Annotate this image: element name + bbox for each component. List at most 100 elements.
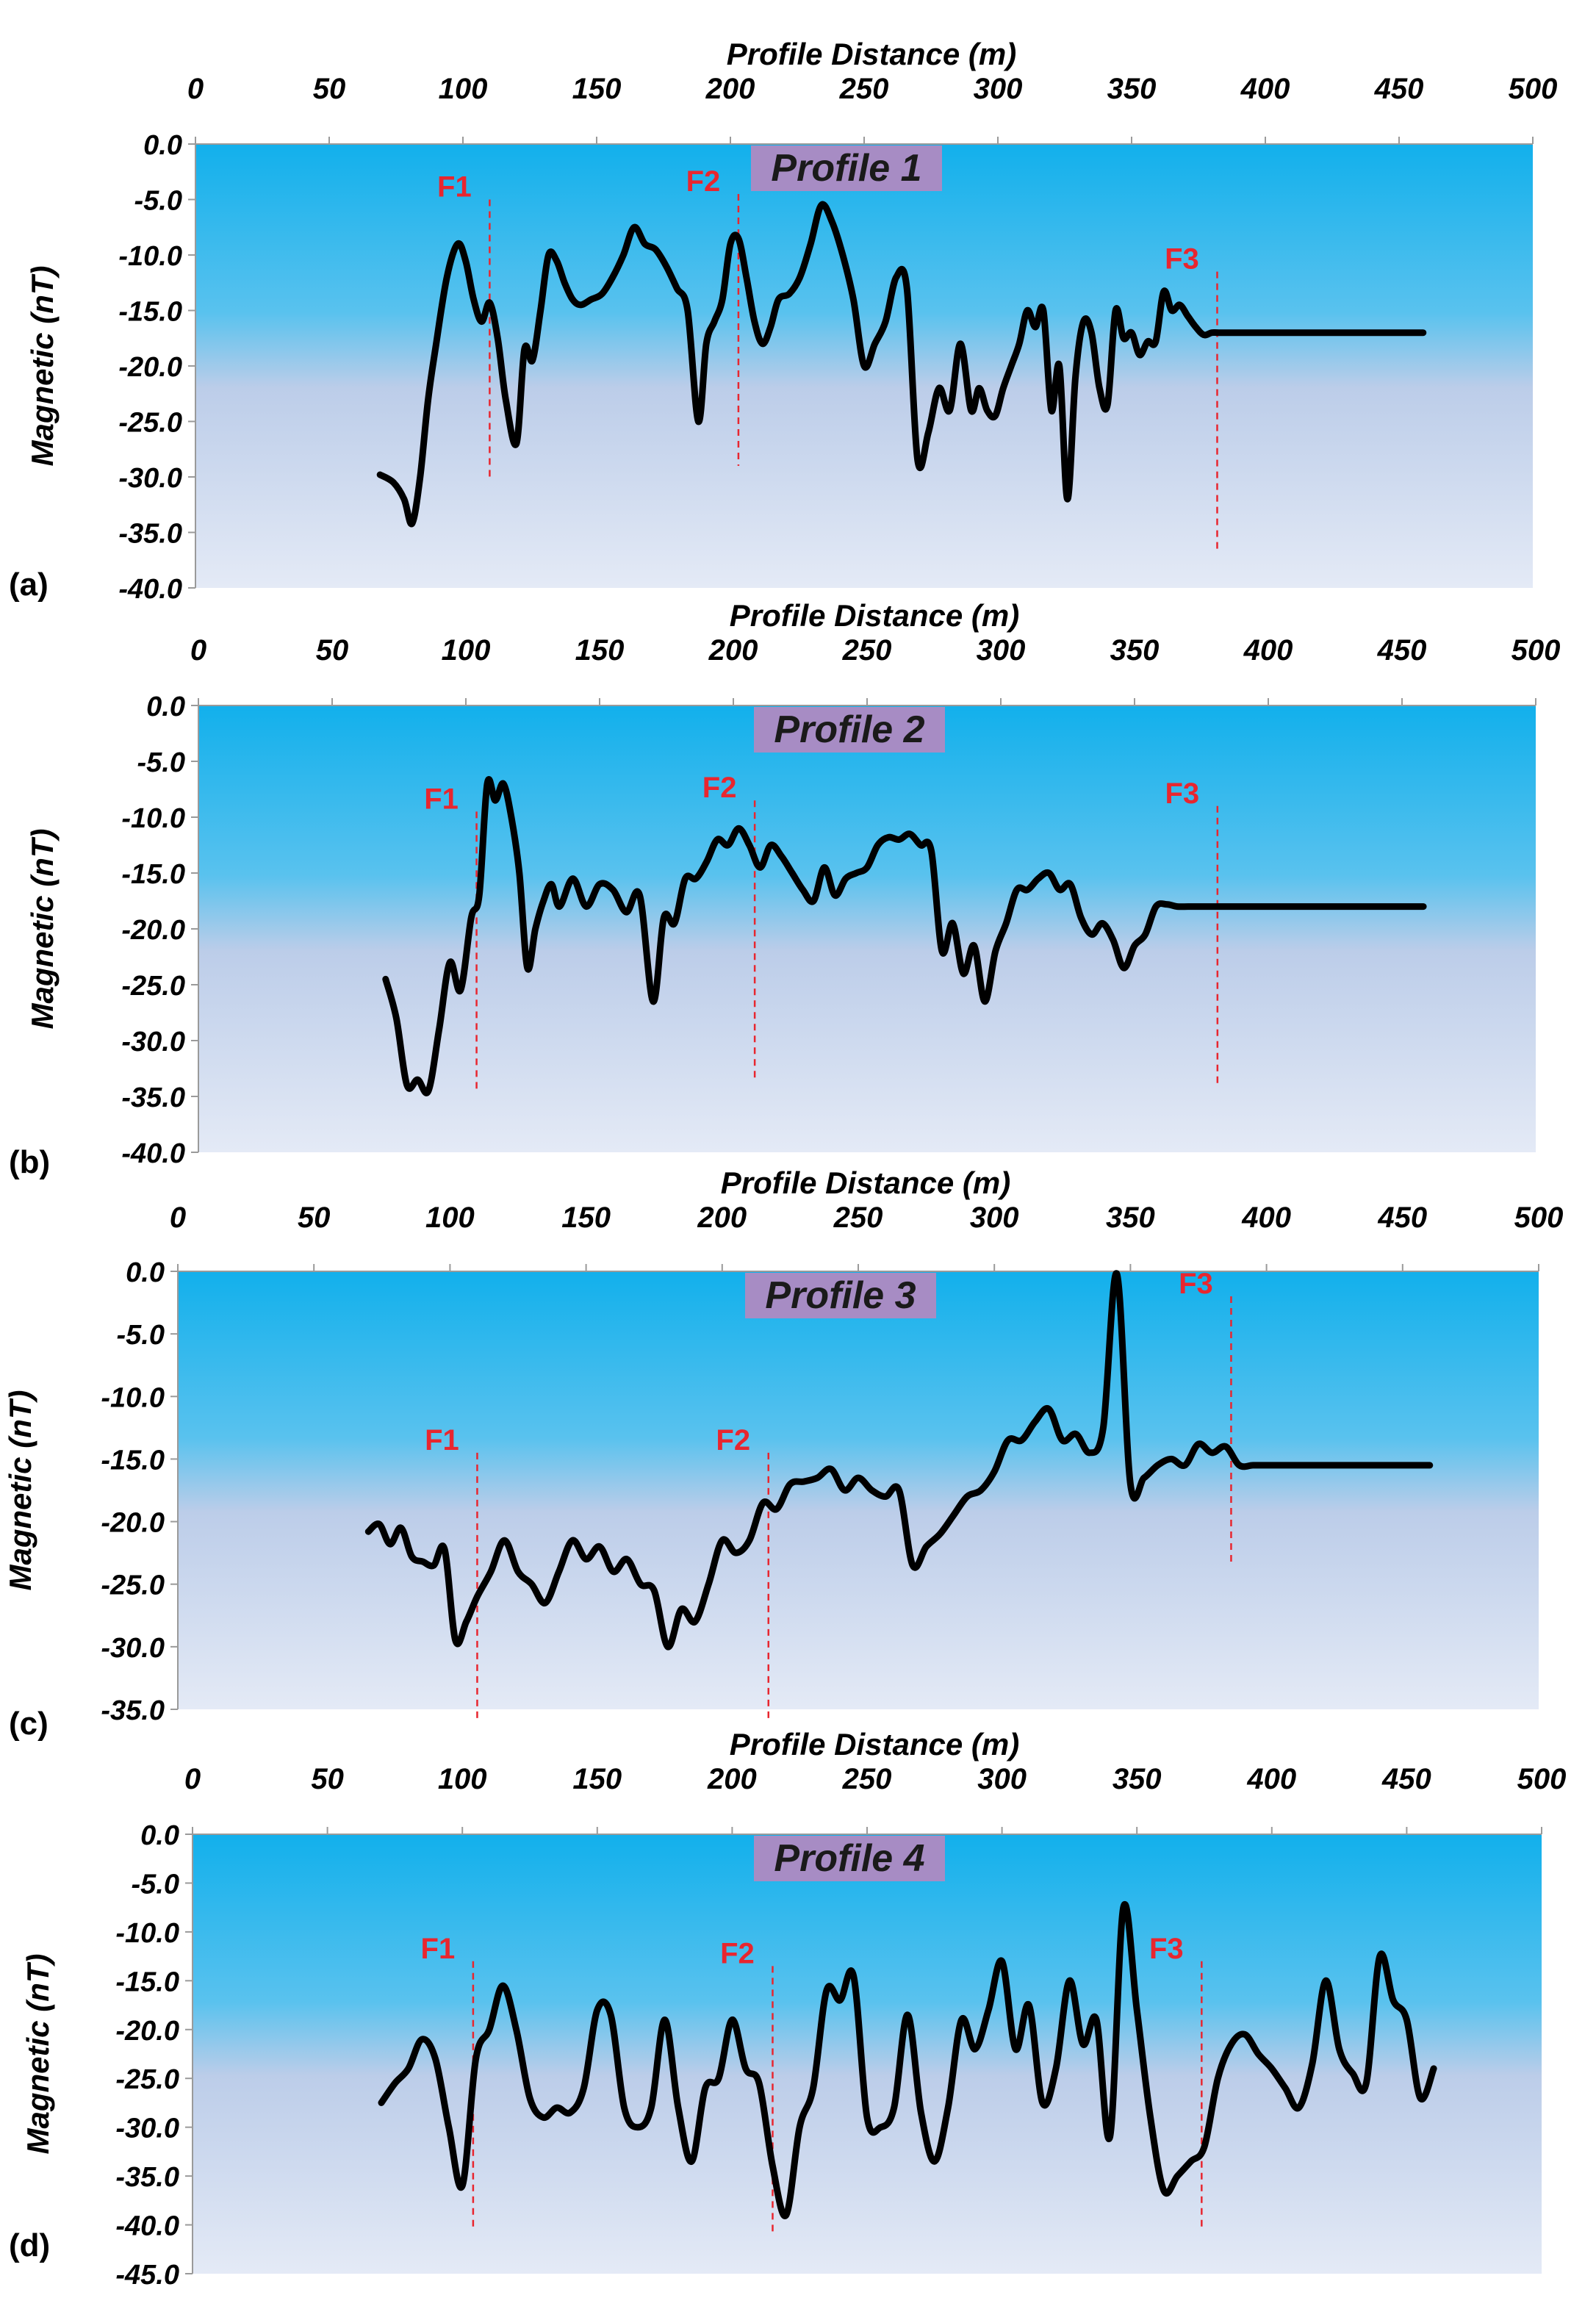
- x-tick-label: 300: [974, 73, 1023, 105]
- y-axis-label: Magnetic (nT): [21, 1954, 55, 2155]
- plot-area: [178, 1271, 1539, 1709]
- fault-label-f3: F3: [1165, 243, 1199, 276]
- x-tick-label: 50: [311, 1763, 344, 1795]
- y-tick-label: -40.0: [118, 574, 182, 605]
- panel-label: (c): [9, 1706, 48, 1742]
- fault-label-f2: F2: [686, 165, 721, 198]
- x-tick-label: 200: [707, 1763, 757, 1795]
- x-tick-label: 100: [442, 634, 491, 667]
- y-tick-label: -20.0: [115, 2016, 179, 2047]
- fault-label-f1: F1: [425, 1424, 459, 1457]
- y-tick-label: 0.0: [146, 692, 185, 722]
- y-tick-label: -30.0: [115, 2114, 179, 2144]
- x-tick-label: 450: [1377, 634, 1427, 667]
- x-tick-label: 250: [842, 634, 892, 667]
- y-tick-label: -5.0: [132, 1869, 179, 1900]
- x-tick-label: 300: [970, 1202, 1019, 1234]
- y-tick-label: -40.0: [121, 1138, 185, 1169]
- x-axis-label: Profile Distance (m): [730, 1727, 1019, 1761]
- x-tick-label: 500: [1517, 1763, 1567, 1795]
- x-tick-label: 450: [1377, 1202, 1427, 1234]
- x-tick-label: 100: [425, 1202, 475, 1234]
- y-tick-label: 0.0: [126, 1257, 165, 1288]
- y-tick-label: -25.0: [118, 408, 182, 439]
- x-axis-label: Profile Distance (m): [727, 37, 1016, 71]
- x-tick-label: 300: [977, 1763, 1027, 1795]
- x-tick-label: 200: [697, 1202, 747, 1234]
- y-tick-label: -15.0: [101, 1445, 165, 1476]
- x-tick-label: 150: [575, 634, 625, 667]
- x-tick-label: 0: [187, 73, 204, 105]
- y-tick-label: -20.0: [118, 352, 182, 383]
- x-tick-label: 350: [1110, 634, 1160, 667]
- y-tick-label: -20.0: [101, 1508, 165, 1539]
- fault-label-f3: F3: [1149, 1933, 1184, 1965]
- y-tick-label: -30.0: [118, 463, 182, 494]
- x-tick-label: 250: [839, 73, 889, 105]
- x-tick-label: 250: [842, 1763, 892, 1795]
- x-tick-label: 500: [1511, 634, 1561, 667]
- x-tick-label: 400: [1241, 1202, 1291, 1234]
- y-tick-label: -45.0: [115, 2260, 179, 2291]
- y-tick-label: -15.0: [121, 859, 185, 890]
- y-tick-label: -10.0: [115, 1918, 179, 1949]
- y-tick-label: -5.0: [117, 1320, 165, 1351]
- y-tick-label: -35.0: [101, 1695, 165, 1726]
- plot-area: [198, 705, 1536, 1152]
- y-tick-label: -20.0: [121, 915, 185, 946]
- magnetic-series-line: [364, 1270, 1434, 1651]
- x-tick-label: 0: [184, 1763, 201, 1795]
- y-tick-label: -40.0: [115, 2211, 179, 2242]
- x-tick-label: 150: [572, 73, 622, 105]
- x-tick-label: 0: [170, 1202, 186, 1234]
- x-axis-label: Profile Distance (m): [730, 598, 1019, 633]
- y-tick-label: -15.0: [115, 1967, 179, 1997]
- chart-title: Profile 3: [765, 1274, 916, 1317]
- x-tick-label: 100: [438, 1763, 487, 1795]
- panel-1: Profile Distance (m) 0 50 100 150 200 250 300 35…: [9, 37, 1557, 605]
- panel-3: Profile Distance (m) 0 50 100 150 200 250 300 35…: [3, 1166, 1563, 1742]
- title-box: [754, 1836, 945, 1881]
- x-tick-label: 100: [439, 73, 488, 105]
- fault-label-f1: F1: [424, 783, 459, 815]
- x-tick-label: 300: [977, 634, 1026, 667]
- x-tick-label: 150: [572, 1763, 622, 1795]
- y-tick-label: -5.0: [134, 186, 182, 217]
- fault-label-f2: F2: [702, 772, 737, 804]
- x-tick-label: 450: [1381, 1763, 1431, 1795]
- y-tick-label: -30.0: [101, 1633, 165, 1664]
- x-tick-label: 400: [1240, 73, 1290, 105]
- x-tick-label: 400: [1246, 1763, 1296, 1795]
- magnetic-series-line: [378, 1901, 1437, 2219]
- y-tick-label: -5.0: [137, 747, 185, 778]
- y-tick-label: 0.0: [140, 1820, 179, 1851]
- fault-label-f2: F2: [716, 1424, 750, 1457]
- chart-title: Profile 1: [771, 147, 921, 190]
- y-tick-label: -35.0: [118, 519, 182, 550]
- y-tick-label: -25.0: [121, 971, 185, 1002]
- x-tick-label: 350: [1112, 1763, 1162, 1795]
- fault-label-f3: F3: [1179, 1268, 1213, 1300]
- y-tick-label: -10.0: [101, 1382, 165, 1413]
- x-tick-label: 50: [313, 73, 346, 105]
- chart-title: Profile 2: [774, 708, 924, 751]
- x-tick-label: 350: [1106, 1202, 1155, 1234]
- x-tick-label: 200: [705, 73, 755, 105]
- title-box: [754, 707, 945, 753]
- x-tick-label: 50: [316, 634, 349, 667]
- panel-label: (b): [9, 1144, 50, 1180]
- y-tick-label: 0.0: [143, 130, 182, 161]
- y-tick-label: -35.0: [121, 1082, 185, 1113]
- panel-label: (a): [9, 567, 48, 603]
- x-tick-label: 250: [833, 1202, 883, 1234]
- x-tick-label: 0: [190, 634, 206, 667]
- magnetic-series-line: [382, 776, 1427, 1096]
- x-tick-label: 500: [1509, 73, 1558, 105]
- x-tick-label: 50: [298, 1202, 331, 1234]
- chart-title: Profile 4: [774, 1837, 924, 1880]
- fault-label-f2: F2: [720, 1937, 755, 1969]
- fault-label-f1: F1: [421, 1933, 456, 1965]
- panel-label: (d): [9, 2227, 50, 2263]
- x-tick-label: 400: [1243, 634, 1293, 667]
